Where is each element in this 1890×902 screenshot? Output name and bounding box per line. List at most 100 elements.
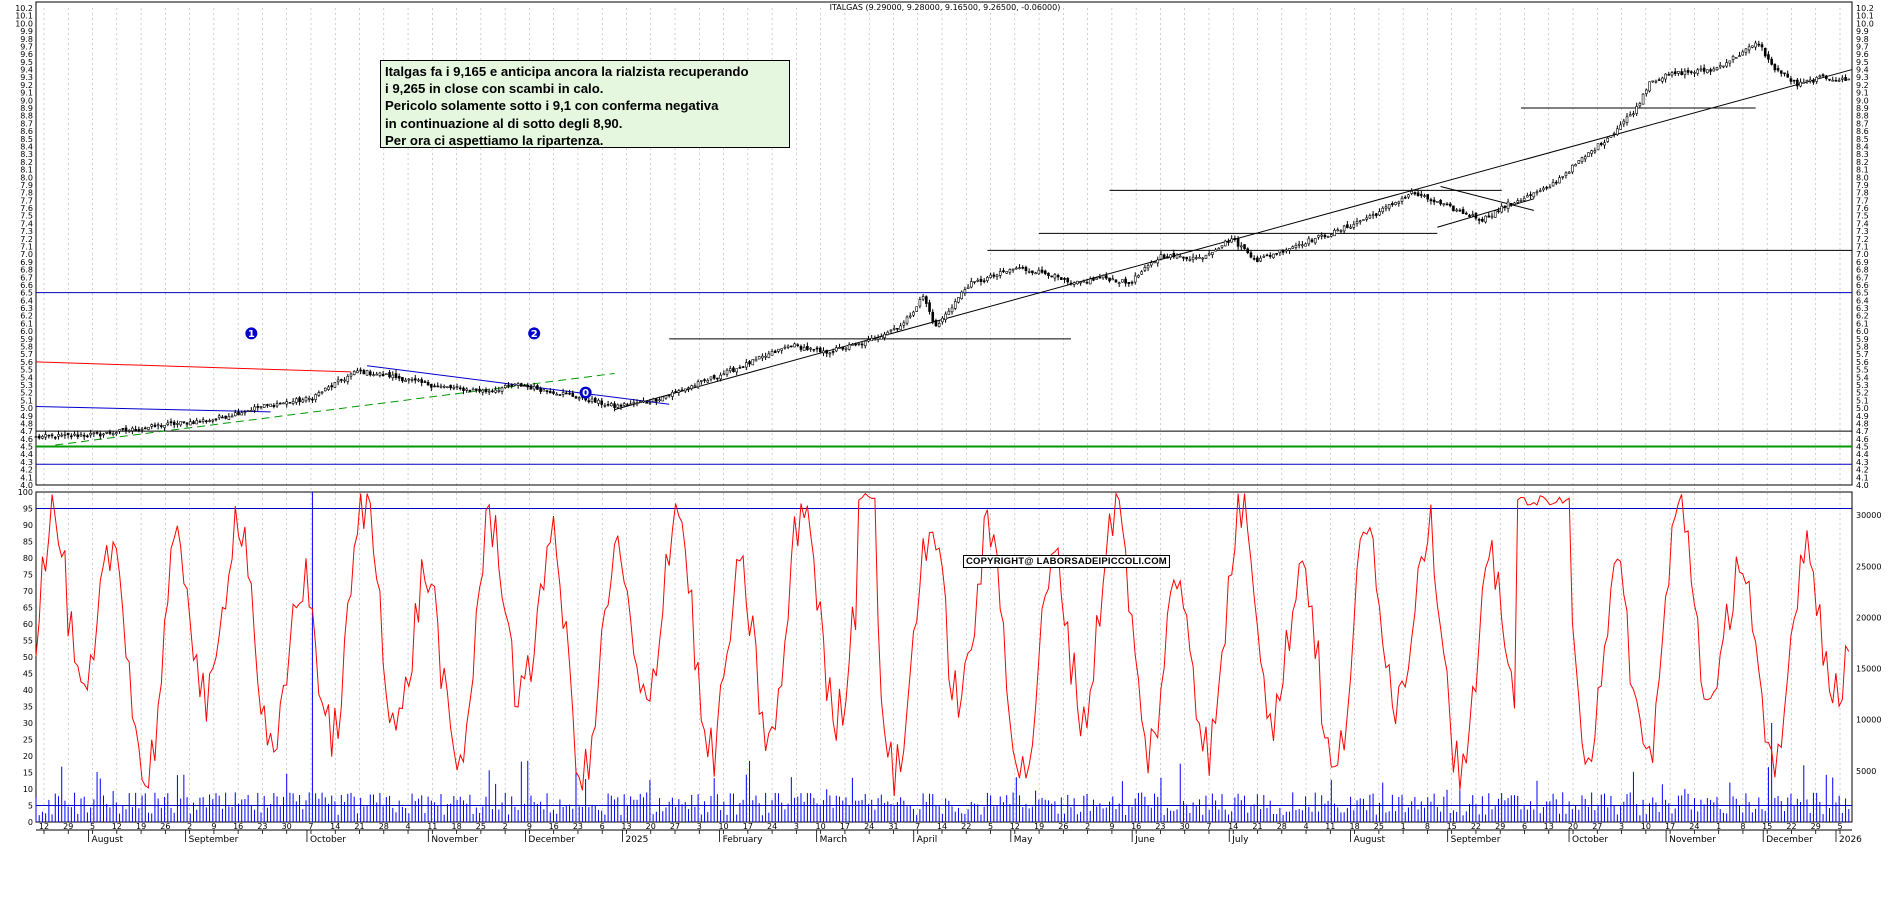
ohlc-body [761,355,764,359]
ohlc-body [1281,249,1285,253]
ohlc-body [835,347,838,352]
ohlc-body [953,301,957,309]
ohlc-body [957,297,960,303]
oscillator-tick: 20 [23,752,33,761]
ohlc-body [574,396,578,399]
ohlc-body [825,349,828,354]
ohlc-body [1709,69,1712,72]
ohlc-body [487,390,491,393]
ohlc-body [1034,272,1037,275]
ohlc-body [1381,207,1385,212]
ohlc-body [545,390,549,392]
price-tick-right: 4.0 [1856,481,1869,490]
ohlc-body [1497,210,1500,213]
ohlc-body [1002,270,1005,273]
ohlc-body [799,346,803,350]
ohlc-body [1313,238,1317,244]
ohlc-body [1432,199,1436,203]
ohlc-body [1545,186,1548,189]
ohlc-body [291,401,295,404]
ohlc-body [1066,278,1070,283]
day-tick: 22 [1471,822,1481,831]
day-tick: 2 [1085,822,1090,831]
ohlc-body [626,404,629,406]
oscillator-tick: 65 [23,604,33,613]
day-tick: 6 [1522,822,1527,831]
ohlc-body [468,390,472,392]
ohlc-body [870,337,873,342]
ohlc-body [696,381,700,388]
ohlc-body [1191,256,1195,260]
ohlc-body [873,338,877,341]
ohlc-body [1240,245,1243,248]
day-tick: 22 [961,822,971,831]
ohlc-body [1815,77,1818,82]
ohlc-body [1738,55,1741,57]
ohlc-body [1686,70,1690,73]
price-tick-right: 9.8 [1856,35,1869,44]
ohlc-body [79,434,83,437]
ohlc-body [709,376,713,380]
ohlc-body [982,280,986,283]
ohlc-body [613,403,616,408]
ohlc-body [841,347,845,350]
day-tick: 20 [646,822,656,831]
oscillator-tick: 75 [23,571,33,580]
ohlc-body [1198,256,1201,259]
price-tick-right: 9.1 [1856,89,1869,98]
ohlc-body [1641,93,1645,105]
ohlc-body [131,427,134,432]
ohlc-body [1635,106,1638,114]
price-tick-left: 10.1 [15,12,33,21]
ohlc-body [169,421,173,424]
ohlc-body [1278,249,1282,254]
ohlc-body [224,415,227,419]
day-tick: 14 [1228,822,1238,831]
ohlc-body [1339,230,1343,232]
ohlc-body [1500,205,1503,213]
ohlc-body [41,436,44,439]
ohlc-body [777,348,780,352]
ohlc-body [1420,194,1423,196]
ohlc-body [812,348,816,351]
ohlc-body [667,394,671,397]
price-tick-left: 9.8 [20,35,33,44]
ohlc-body [108,431,112,434]
ohlc-body [1493,210,1497,218]
ohlc-body [124,427,128,432]
ohlc-body [1657,79,1661,81]
ohlc-body [391,374,395,379]
month-label: November [1669,835,1716,845]
ohlc-body [1831,79,1835,82]
ohlc-body [1137,275,1140,278]
ohlc-body [1249,252,1253,258]
day-tick: 17 [743,822,753,831]
ohlc-body [1384,206,1388,209]
ohlc-body [1522,197,1526,201]
day-tick: 1 [1716,822,1721,831]
price-tick-right: 8.8 [1856,112,1869,121]
ohlc-body [1490,215,1494,218]
ohlc-body [741,366,745,368]
ohlc-body [1040,269,1044,273]
ohlc-body [442,385,446,388]
wave-marker-circle [579,386,592,399]
ohlc-body [500,387,504,392]
ohlc-body [655,398,658,402]
ohlc-body [507,384,510,387]
ohlc-body [1812,79,1815,83]
ohlc-body [95,432,99,434]
ohlc-body [1770,58,1773,65]
price-tick-left: 7.4 [20,219,33,228]
price-tick-left: 7.6 [20,204,33,213]
ohlc-body [1008,269,1012,273]
ohlc-body [295,398,298,403]
day-tick: 18 [452,822,462,831]
ohlc-body [356,370,359,374]
ohlc-body [362,370,366,375]
oscillator-tick: 50 [23,653,33,662]
ohlc-body [314,394,317,400]
ohlc-body [905,316,909,324]
ohlc-body [240,412,244,416]
ohlc-body [1204,254,1208,259]
